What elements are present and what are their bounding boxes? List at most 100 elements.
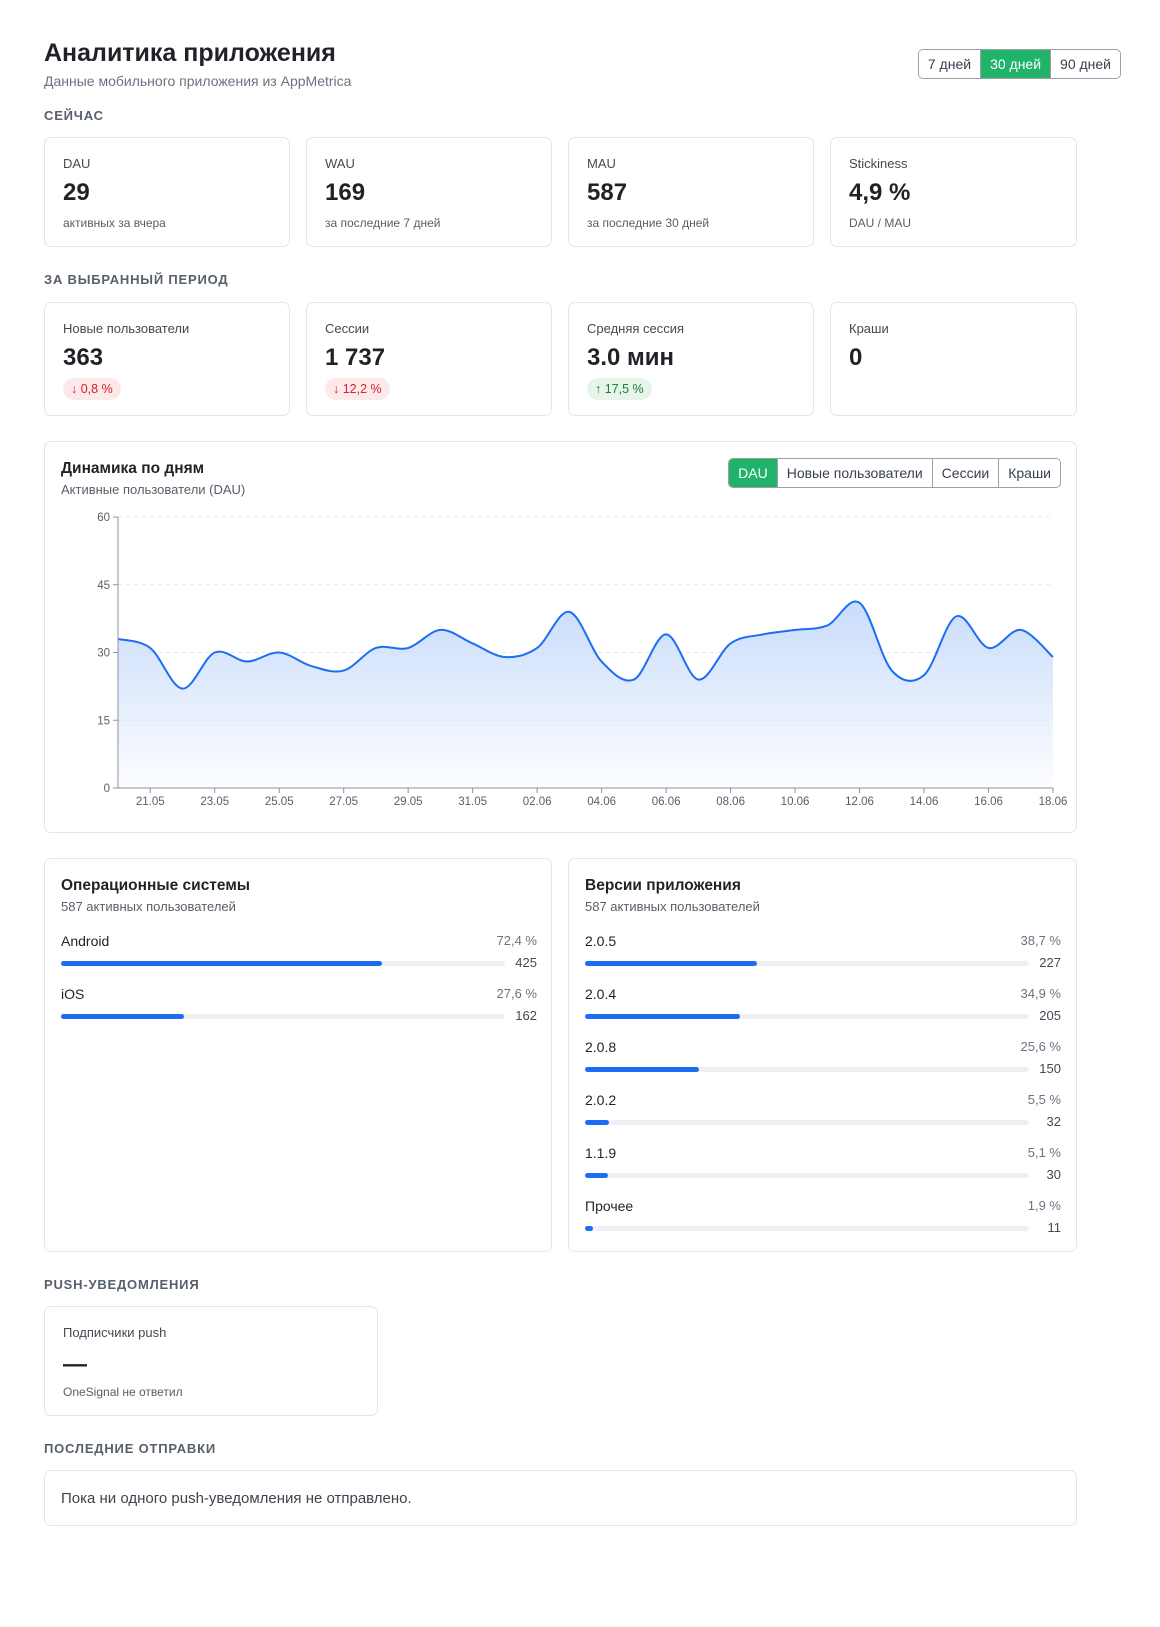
row-name: 2.0.2 — [585, 1092, 617, 1108]
progress-track — [585, 961, 1029, 966]
x-tick-label: 12.06 — [845, 796, 874, 808]
change-badge: ↓ 0,8 % — [63, 378, 121, 400]
progress-track — [585, 1067, 1029, 1072]
row-name: 2.0.4 — [585, 986, 617, 1002]
row-percent: 27,6 % — [496, 986, 537, 1001]
x-tick-label: 16.06 — [974, 796, 1003, 808]
x-tick-label: 02.06 — [523, 796, 552, 808]
distribution-row: Прочее 1,9 % 11 — [585, 1198, 1061, 1242]
row-name: iOS — [61, 986, 85, 1002]
progress-fill — [585, 1014, 740, 1019]
kpi-card-avg-session: Средняя сессия 3.0 мин ↑ 17,5 % — [568, 302, 814, 416]
kpi-note: за последние 7 дней — [325, 216, 441, 230]
distribution-row: 2.0.5 38,7 % 227 — [585, 933, 1061, 977]
versions-title: Версии приложения — [585, 877, 741, 894]
progress-fill — [585, 1120, 610, 1125]
dynamics-card: Динамика по дням Активные пользователи (… — [44, 441, 1077, 833]
kpi-value: 587 — [587, 179, 628, 206]
progress-track — [585, 1120, 1029, 1125]
arrow-down-icon: ↓ — [71, 382, 78, 396]
section-label-recent: ПОСЛЕДНИЕ ОТПРАВКИ — [44, 1441, 216, 1456]
tab-sessions[interactable]: Сессии — [931, 459, 999, 487]
kpi-card-stickiness: Stickiness 4,9 % DAU / MAU — [830, 137, 1077, 247]
kpi-label: MAU — [587, 156, 616, 171]
x-tick-label: 31.05 — [458, 796, 487, 808]
row-percent: 5,1 % — [1027, 1145, 1061, 1160]
kpi-label: Stickiness — [849, 156, 908, 171]
x-tick-label: 14.06 — [910, 796, 939, 808]
row-name: 2.0.5 — [585, 933, 617, 949]
change-value: 12,2 % — [342, 382, 382, 396]
kpi-card-sessions: Сессии 1 737 ↓ 12,2 % — [306, 302, 552, 416]
kpi-value: 1 737 — [325, 344, 386, 371]
distribution-row: 1.1.9 5,1 % 30 — [585, 1145, 1061, 1189]
page-title: Аналитика приложения — [44, 39, 336, 67]
chart-subtitle: Активные пользователи (DAU) — [61, 482, 246, 497]
row-percent: 72,4 % — [496, 933, 537, 948]
page-header: Аналитика приложения Данные мобильного п… — [44, 38, 1121, 98]
recent-sends-card: Пока ни одного push-уведомления не отпра… — [44, 1470, 1077, 1526]
x-tick-label: 27.05 — [329, 796, 358, 808]
row-name: Прочее — [585, 1198, 634, 1214]
period-option-7[interactable]: 7 дней — [918, 50, 981, 78]
distribution-row: 2.0.2 5,5 % 32 — [585, 1092, 1061, 1136]
dau-area-fill — [118, 601, 1053, 788]
row-percent: 1,9 % — [1027, 1198, 1061, 1213]
kpi-label: WAU — [325, 156, 355, 171]
x-tick-label: 04.06 — [587, 796, 616, 808]
distribution-row: iOS 27,6 % 162 — [61, 986, 537, 1030]
tab-crashes[interactable]: Краши — [998, 459, 1060, 487]
row-count: 205 — [1039, 1008, 1061, 1023]
progress-track — [585, 1226, 1029, 1231]
x-tick-label: 18.06 — [1039, 796, 1068, 808]
progress-fill — [585, 961, 757, 966]
kpi-value: 29 — [63, 179, 90, 206]
row-name: 1.1.9 — [585, 1145, 617, 1161]
kpi-card-new-users: Новые пользователи 363 ↓ 0,8 % — [44, 302, 290, 416]
kpi-note: активных за вчера — [63, 216, 166, 230]
y-tick-label: 15 — [97, 715, 110, 727]
row-percent: 5,5 % — [1027, 1092, 1061, 1107]
progress-fill — [585, 1067, 699, 1072]
tab-dau[interactable]: DAU — [729, 459, 777, 487]
row-count: 11 — [1047, 1220, 1062, 1235]
row-count: 30 — [1046, 1167, 1061, 1182]
os-subtitle: 587 активных пользователей — [61, 899, 236, 914]
push-subscribers-card: Подписчики push — OneSignal не ответил — [44, 1306, 378, 1416]
progress-track — [585, 1014, 1029, 1019]
kpi-value: 3.0 мин — [587, 344, 675, 371]
progress-fill — [61, 1014, 184, 1019]
x-tick-label: 21.05 — [136, 796, 165, 808]
versions-card: Версии приложения 587 активных пользоват… — [568, 858, 1077, 1252]
y-tick-label: 45 — [97, 580, 110, 592]
period-option-30[interactable]: 30 дней — [980, 50, 1051, 78]
versions-subtitle: 587 активных пользователей — [585, 899, 760, 914]
y-tick-label: 0 — [104, 783, 110, 795]
kpi-note: за последние 30 дней — [587, 216, 710, 230]
arrow-up-icon: ↑ — [595, 382, 602, 396]
row-count: 227 — [1039, 955, 1061, 970]
y-tick-label: 60 — [97, 512, 110, 524]
tab-new-users[interactable]: Новые пользователи — [776, 459, 932, 487]
period-selector: 7 дней 30 дней 90 дней — [917, 49, 1121, 79]
kpi-value: 169 — [325, 179, 366, 206]
period-option-90[interactable]: 90 дней — [1050, 50, 1120, 78]
distribution-row: Android 72,4 % 425 — [61, 933, 537, 977]
os-title: Операционные системы — [61, 877, 251, 894]
kpi-value: — — [63, 1351, 87, 1378]
x-tick-label: 29.05 — [394, 796, 423, 808]
row-percent: 25,6 % — [1020, 1039, 1061, 1054]
kpi-label: DAU — [63, 156, 91, 171]
row-count: 425 — [515, 955, 537, 970]
row-percent: 34,9 % — [1020, 986, 1061, 1001]
kpi-label: Краши — [849, 321, 889, 336]
os-card: Операционные системы 587 активных пользо… — [44, 858, 552, 1252]
section-label-now: СЕЙЧАС — [44, 108, 104, 123]
metric-selector: DAU Новые пользователи Сессии Краши — [728, 458, 1061, 488]
kpi-label: Новые пользователи — [63, 321, 190, 336]
kpi-label: Средняя сессия — [587, 321, 685, 336]
kpi-label: Подписчики push — [63, 1325, 167, 1340]
progress-track — [61, 1014, 505, 1019]
distribution-row: 2.0.4 34,9 % 205 — [585, 986, 1061, 1030]
arrow-down-icon: ↓ — [333, 382, 340, 396]
